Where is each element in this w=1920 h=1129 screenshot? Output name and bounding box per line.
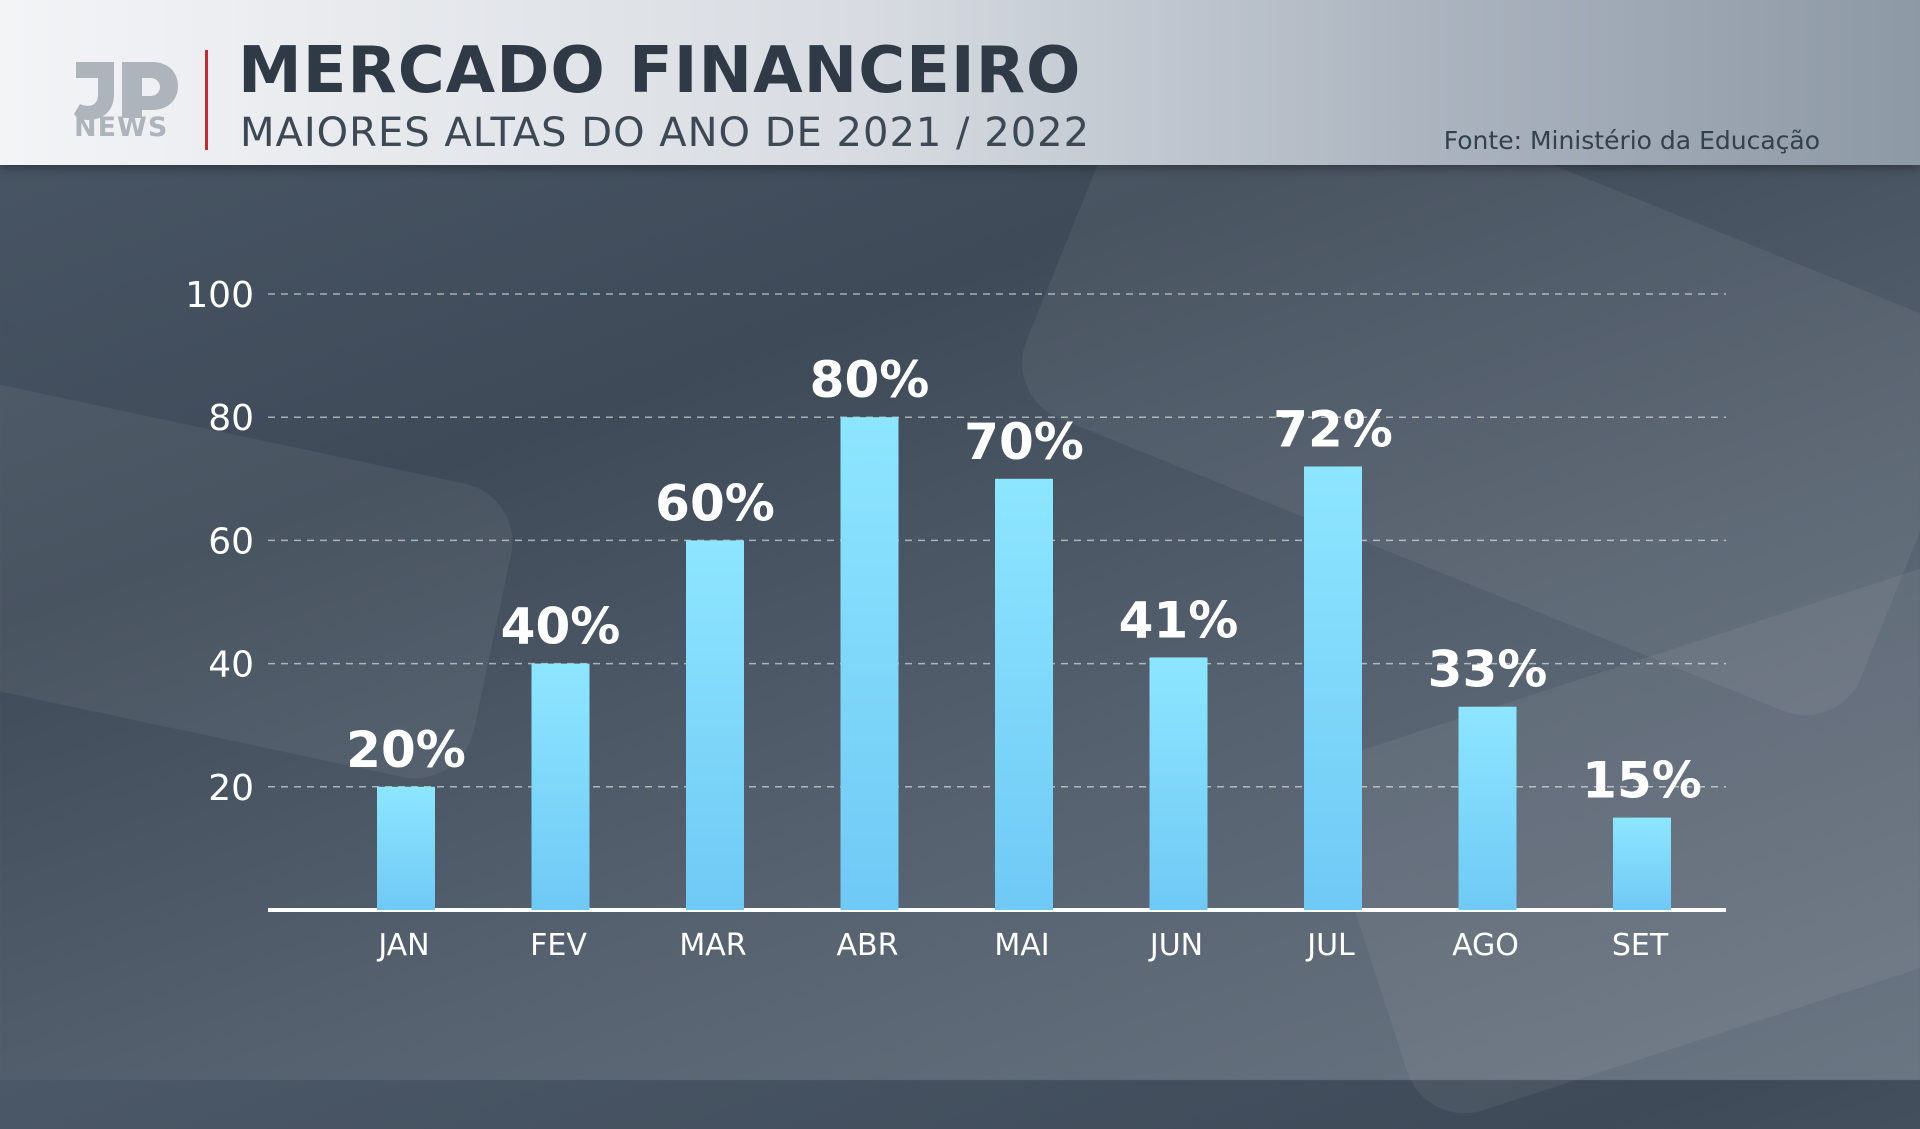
header-divider xyxy=(205,50,208,150)
data-label: 33% xyxy=(1428,641,1548,699)
bar xyxy=(1304,466,1362,910)
header-bar: NEWS MERCADO FINANCEIRO MAIORES ALTAS DO… xyxy=(0,0,1920,165)
x-tick-label: JUL xyxy=(1305,928,1355,963)
x-tick-label: JAN xyxy=(376,928,429,963)
x-tick-label: SET xyxy=(1612,928,1669,963)
bar xyxy=(995,478,1053,910)
x-tick-label: JUN xyxy=(1148,928,1203,963)
bar xyxy=(1149,657,1208,910)
y-tick-label: 60 xyxy=(208,521,254,562)
x-tick-label: ABR xyxy=(837,928,899,963)
x-tick-label: MAI xyxy=(994,928,1049,963)
y-tick-label: 40 xyxy=(208,645,254,686)
source-note: Fonte: Ministério da Educação xyxy=(1443,126,1820,155)
jp-logo-icon xyxy=(74,62,178,120)
data-label: 40% xyxy=(501,598,621,656)
data-label: 80% xyxy=(810,351,930,409)
x-tick-label: AGO xyxy=(1452,928,1519,963)
bar xyxy=(1613,817,1671,910)
x-tick-label: FEV xyxy=(530,928,587,963)
bar xyxy=(1458,706,1517,910)
page-title: MERCADO FINANCEIRO xyxy=(238,34,1082,108)
data-label: 60% xyxy=(655,474,775,532)
x-tick-label: MAR xyxy=(679,928,746,963)
y-tick-label: 80 xyxy=(208,398,254,439)
data-label: 41% xyxy=(1119,591,1239,649)
data-label: 15% xyxy=(1582,752,1702,810)
bar xyxy=(377,786,435,910)
logo-news-text: NEWS xyxy=(74,112,169,143)
bar-chart: 20 40 60 80 100 20% JAN 40% FEV 60% MAR 80% ABR 70% M… xyxy=(185,275,1702,963)
page-subtitle: MAIORES ALTAS DO ANO DE 2021 / 2022 xyxy=(240,110,1091,156)
data-label: 70% xyxy=(964,413,1084,471)
y-tick-label: 20 xyxy=(208,768,254,809)
data-label: 20% xyxy=(346,721,466,779)
y-tick-label: 100 xyxy=(185,275,254,316)
bar xyxy=(531,663,590,910)
bar xyxy=(686,540,744,910)
bar xyxy=(840,417,899,910)
data-label: 72% xyxy=(1273,400,1393,458)
